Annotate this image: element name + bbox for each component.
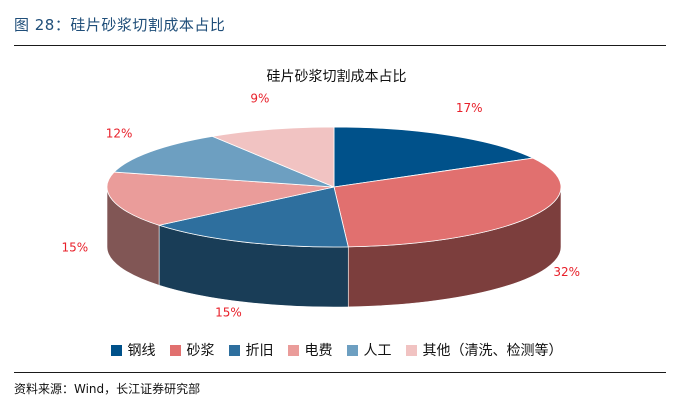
pie-slice-5 [210,126,335,188]
pie-label-0: 17% [456,101,483,115]
pie-labels: 17% 32% 15% 15% 12% 9% [61,92,580,320]
pie-label-1: 32% [553,265,580,279]
legend-swatch [169,344,181,356]
legend-label: 其他（清洗、检测等） [422,343,563,359]
pie-top [106,126,562,248]
legend-swatch [228,344,240,356]
legend-label: 电费 [304,343,333,359]
legend-label: 砂浆 [186,343,215,359]
pie-slice-0 [333,126,535,188]
pie-slice-1 [333,157,562,248]
chart-title: 硅片砂浆切割成本占比 [266,69,407,85]
legend-swatch [405,344,417,356]
pie-label-5: 9% [250,92,269,106]
legend-swatch [346,344,358,356]
legend-item: 其他（清洗、检测等） [405,340,563,360]
legend-item: 折旧 [228,340,274,360]
legend-swatch [287,344,299,356]
top-divider [14,45,666,46]
figure-title: 图 28：硅片砂浆切割成本占比 [14,16,226,34]
legend-item: 砂浆 [169,340,215,360]
legend-label: 折旧 [245,343,274,359]
pie-label-3: 15% [61,240,88,254]
legend: 钢线 砂浆 折旧 电费 人工 其他（清洗、检测等） [0,340,673,360]
pie-slice-4 [113,135,335,188]
source-note: 资料来源：Wind，长江证券研究部 [14,382,201,396]
pie-slice-3 [106,171,335,226]
legend-label: 钢线 [127,343,156,359]
legend-item: 电费 [287,340,333,360]
legend-label: 人工 [363,343,392,359]
pie-label-4: 12% [106,126,133,140]
legend-swatch [110,344,122,356]
pie-slice-2 [157,186,349,248]
pie-label-2: 15% [215,305,242,319]
pie-sides [106,186,562,308]
legend-item: 人工 [346,340,392,360]
legend-item: 钢线 [110,340,156,360]
bottom-divider [14,372,666,373]
